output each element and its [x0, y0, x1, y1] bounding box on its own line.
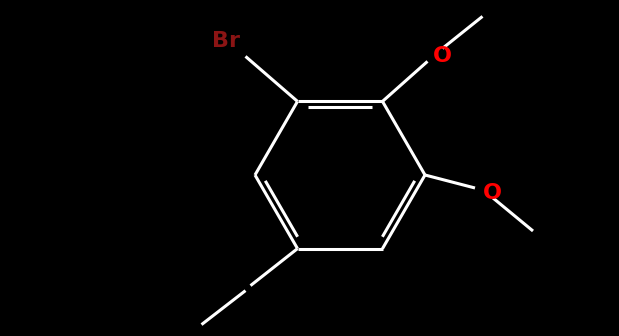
- Text: O: O: [483, 183, 502, 203]
- Text: Br: Br: [212, 31, 241, 51]
- Text: O: O: [433, 46, 451, 67]
